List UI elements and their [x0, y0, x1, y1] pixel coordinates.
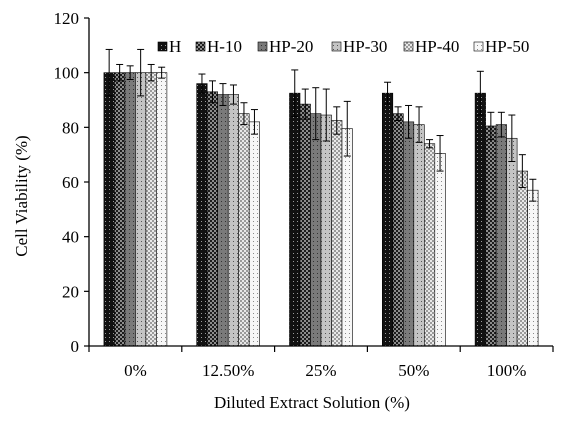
bar-hp-20-1 [217, 94, 229, 347]
bar-hp-30-1 [227, 94, 239, 347]
x-tick-label-3: 50% [398, 361, 429, 380]
legend-label-hp-50: HP-50 [485, 37, 529, 56]
legend-swatch-hp-50 [473, 41, 484, 52]
bar-hp-50-3 [434, 153, 446, 347]
legend: H H-10 HP-20 HP-30 HP-40 HP-50 [157, 37, 529, 56]
y-axis-title: Cell Viability (%) [12, 135, 31, 256]
legend-label-h: H [169, 37, 181, 56]
x-tick-label-0: 0% [124, 361, 147, 380]
bar-h-10-2 [299, 103, 311, 347]
bar-h-10-4 [485, 125, 497, 347]
bar-hp-40-3 [423, 143, 436, 347]
bar-hp-30-2 [320, 114, 332, 347]
y-tick-label-100: 100 [54, 64, 80, 83]
bar-hp-50-4 [527, 189, 539, 347]
bar-h-0 [103, 72, 115, 347]
legend-label-hp-20: HP-20 [269, 37, 313, 56]
bar-hp-20-2 [310, 113, 322, 347]
x-tick-label-2: 25% [305, 361, 336, 380]
bar-hp-30-3 [413, 124, 425, 347]
bar-h-10-3 [392, 113, 404, 347]
legend-label-hp-30: HP-30 [343, 37, 387, 56]
legend-swatch-h [157, 41, 168, 52]
error-bars [105, 48, 537, 202]
x-tick-label-4: 100% [487, 361, 527, 380]
bar-hp-40-1 [238, 113, 250, 347]
legend-label-hp-40: HP-40 [415, 37, 459, 56]
bar-hp-20-0 [124, 72, 136, 347]
legend-swatch-hp-40 [403, 41, 414, 52]
bar-h-10-1 [206, 91, 218, 347]
y-tick-label-40: 40 [62, 228, 79, 247]
bar-h-3 [381, 92, 394, 347]
bar-hp-50-0 [156, 72, 168, 347]
bar-hp-40-0 [145, 72, 157, 347]
bars [103, 72, 539, 347]
y-tick-label-0: 0 [71, 337, 80, 356]
bar-hp-50-2 [341, 128, 353, 347]
bar-hp-50-1 [248, 121, 260, 347]
x-tick-label-1: 12.50% [202, 361, 254, 380]
legend-swatch-hp-30 [331, 41, 342, 52]
y-tick-label-120: 120 [54, 9, 80, 28]
legend-swatch-hp-20 [257, 41, 268, 52]
bar-hp-30-4 [506, 137, 518, 347]
bar-hp-30-0 [135, 72, 147, 347]
bar-hp-40-4 [516, 170, 528, 347]
bar-h-10-0 [114, 72, 126, 347]
y-tick-label-80: 80 [62, 118, 79, 137]
bar-h-2 [289, 92, 301, 347]
y-tick-label-60: 60 [62, 173, 79, 192]
x-axis-title: Diluted Extract Solution (%) [214, 393, 410, 412]
legend-label-h-10: H-10 [207, 37, 242, 56]
bar-h-1 [196, 83, 208, 347]
y-tick-label-20: 20 [62, 282, 79, 301]
legend-swatch-h-10 [195, 41, 206, 52]
bar-hp-40-2 [331, 120, 343, 347]
bar-h-4 [474, 92, 486, 347]
bar-hp-20-3 [402, 121, 415, 347]
axes: 0 20 40 60 80 100 120 0% 12.50% 25% 50% 100% [54, 9, 554, 380]
bar-hp-20-4 [495, 124, 507, 347]
